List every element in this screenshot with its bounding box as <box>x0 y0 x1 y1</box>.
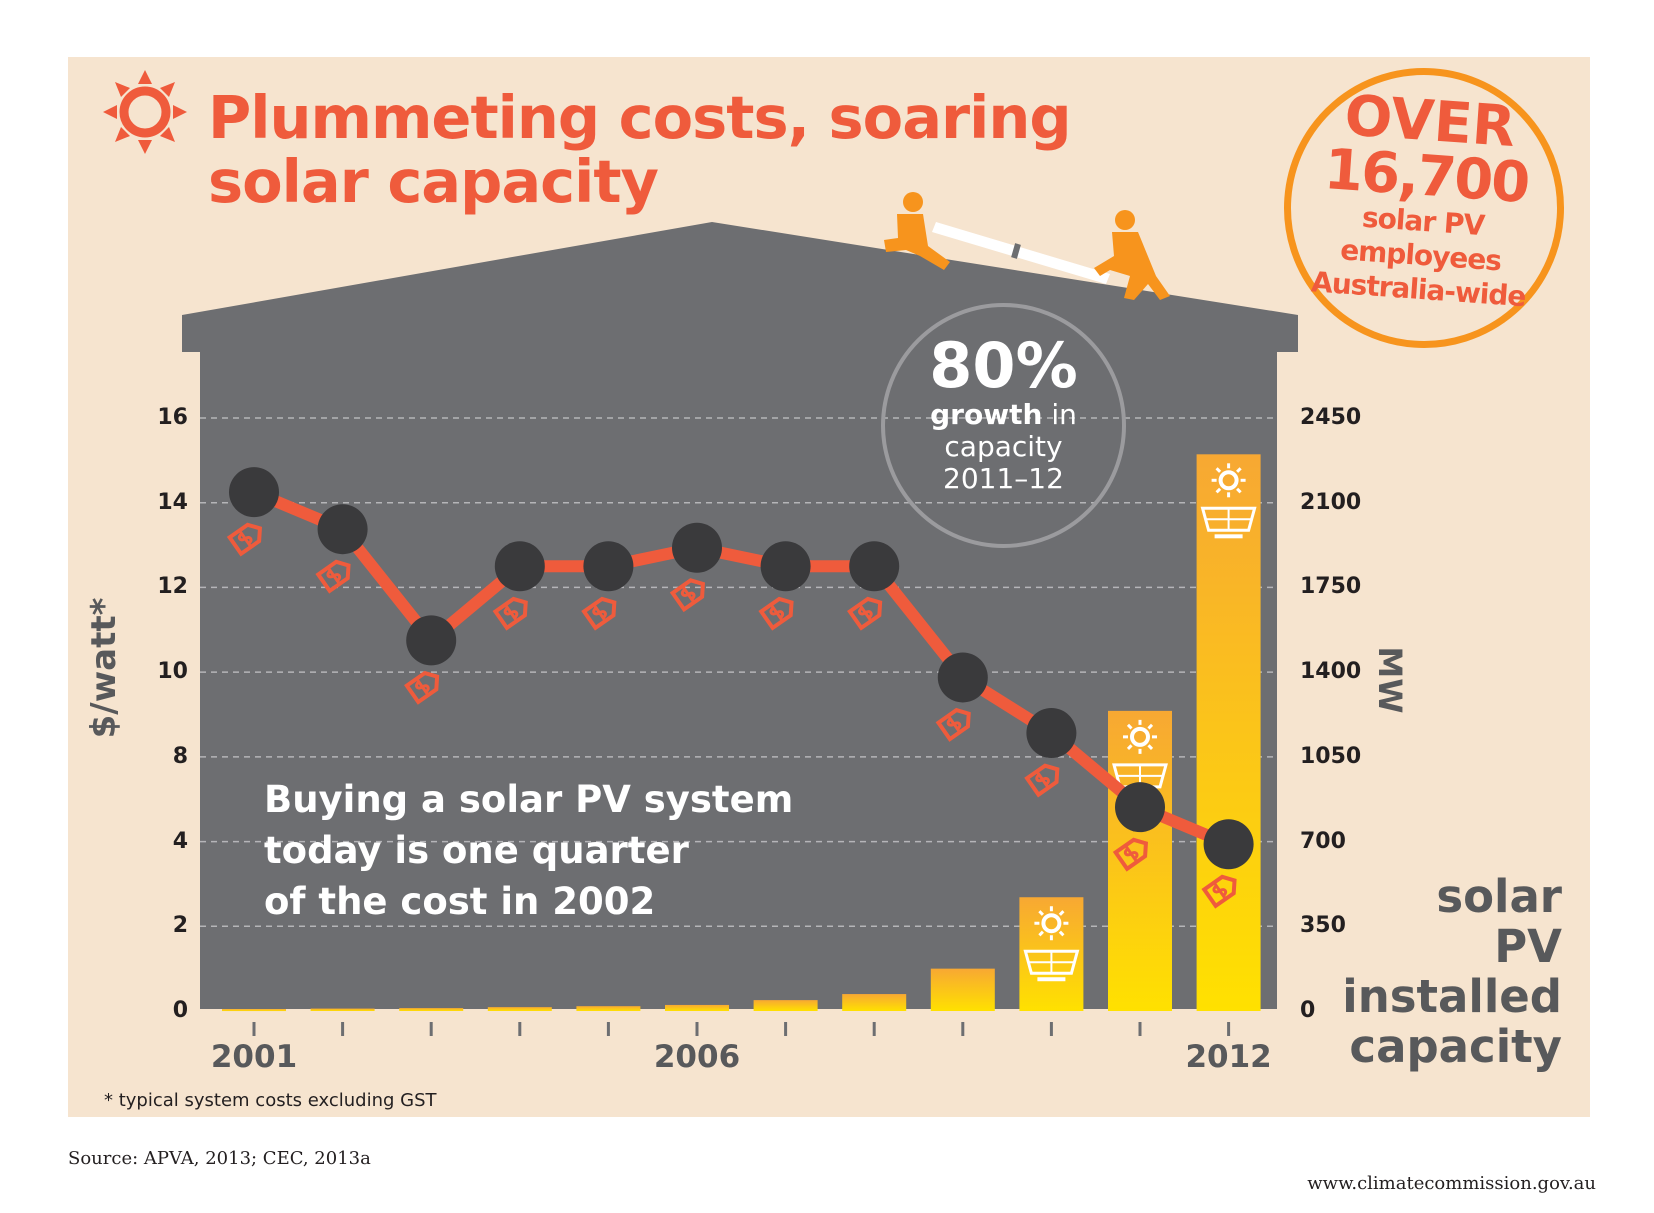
roof-workers <box>884 192 1170 300</box>
capacity-bar <box>222 1009 286 1012</box>
left-tick-label: 0 <box>172 998 188 1023</box>
cost-point <box>583 541 634 592</box>
capacity-label-line-1: solar <box>1436 870 1562 923</box>
left-tick-label: 12 <box>157 574 188 600</box>
y-axis-label-right: MW <box>1371 646 1409 714</box>
cost-point <box>672 522 722 573</box>
capacity-label: solar PV installed capacity <box>1302 872 1562 1072</box>
capacity-bar <box>399 1008 464 1011</box>
website-url: www.climatecommission.gov.au <box>1307 1173 1596 1194</box>
price-tag-icon <box>492 596 528 631</box>
cost-point <box>849 541 900 592</box>
capacity-bar <box>310 1008 375 1011</box>
growth-percent: 80% <box>929 329 1078 402</box>
cost-points <box>226 467 1254 909</box>
right-tick-label: 2450 <box>1300 405 1362 430</box>
growth-line-3: 2011–12 <box>943 462 1064 495</box>
x-tick-label: 2012 <box>1185 1039 1272 1075</box>
price-tag-icon <box>1024 763 1060 798</box>
left-tick-label: 16 <box>157 405 188 430</box>
x-tick-label: 2006 <box>653 1039 741 1075</box>
growth-bold-word: growth <box>930 398 1043 431</box>
sun-logo-icon <box>103 70 187 154</box>
cost-point <box>494 541 545 592</box>
cost-point <box>317 504 368 555</box>
capacity-bar <box>576 1006 641 1011</box>
solar-panel-icon <box>1023 906 1080 982</box>
cost-point <box>1026 708 1077 759</box>
capacity-bar <box>753 1000 818 1011</box>
capacity-bar <box>665 1004 729 1011</box>
worker-right-body <box>1094 232 1170 300</box>
page-title: Plummeting costs, soaring solar capacity <box>208 83 1072 216</box>
left-tick-label: 10 <box>157 659 188 685</box>
price-tag-icon <box>1201 874 1237 909</box>
roof-solar-panel <box>932 222 1110 284</box>
right-tick-label: 2100 <box>1300 489 1362 515</box>
capacity-bar <box>842 994 907 1011</box>
cost-point <box>229 467 279 518</box>
right-tick-label: 1400 <box>1300 659 1362 685</box>
footnote: * typical system costs excluding GST <box>104 1090 437 1111</box>
price-tag-icon <box>226 522 263 557</box>
cost-point <box>406 615 457 666</box>
message-line-3: of the cost in 2002 <box>264 880 656 923</box>
worker-left-body <box>884 214 950 270</box>
growth-line-1: growth in <box>885 399 1122 431</box>
capacity-label-line-2: PV <box>1494 920 1562 973</box>
x-tick-marks <box>252 1022 1231 1036</box>
x-tick-label: 2001 <box>210 1039 298 1075</box>
right-tick-label: 350 <box>1300 913 1346 939</box>
right-tick-label: 0 <box>1300 998 1316 1023</box>
price-tag-icon <box>404 670 440 705</box>
growth-in-word: in <box>1051 398 1077 431</box>
source-note: Source: APVA, 2013; CEC, 2013a <box>68 1148 371 1169</box>
right-tick-label: 1750 <box>1300 574 1362 600</box>
price-tag-icon <box>847 596 883 631</box>
message-line-1: Buying a solar PV system <box>264 778 794 821</box>
worker-left-icon <box>903 192 923 212</box>
capacity-bar <box>1196 454 1261 1011</box>
solar-panel-icon <box>1200 463 1257 539</box>
capacity-bars <box>222 454 1261 1012</box>
price-tag-icon <box>1112 837 1149 872</box>
chart-gridlines <box>200 417 1277 928</box>
capacity-label-line-4: capacity <box>1349 1020 1562 1073</box>
growth-line-2: capacity <box>944 430 1063 463</box>
cost-message: Buying a solar PV system today is one qu… <box>264 774 884 927</box>
left-tick-label: 4 <box>172 828 188 854</box>
left-tick-label: 14 <box>157 489 188 515</box>
price-tag-icon <box>581 596 617 631</box>
price-tag-icon <box>758 596 794 631</box>
right-tick-label: 700 <box>1300 828 1346 854</box>
right-tick-label: 1050 <box>1300 743 1362 769</box>
left-tick-label: 2 <box>172 913 188 939</box>
left-tick-label: 8 <box>172 743 188 769</box>
price-tag-icon <box>935 707 971 742</box>
cost-point <box>1203 819 1254 870</box>
price-tag-icon <box>315 559 351 594</box>
cost-point <box>937 652 988 703</box>
message-line-2: today is one quarter <box>264 829 689 872</box>
growth-badge: 80% growth in capacity 2011–12 <box>881 303 1126 548</box>
worker-right-icon <box>1115 210 1135 230</box>
capacity-label-line-3: installed <box>1342 970 1562 1023</box>
cost-point <box>1115 782 1165 833</box>
capacity-bar <box>487 1007 552 1011</box>
y-axis-label-left: $/watt* <box>84 597 124 739</box>
capacity-bar <box>930 968 995 1011</box>
cost-point <box>760 541 811 592</box>
price-tag-icon <box>669 578 706 613</box>
